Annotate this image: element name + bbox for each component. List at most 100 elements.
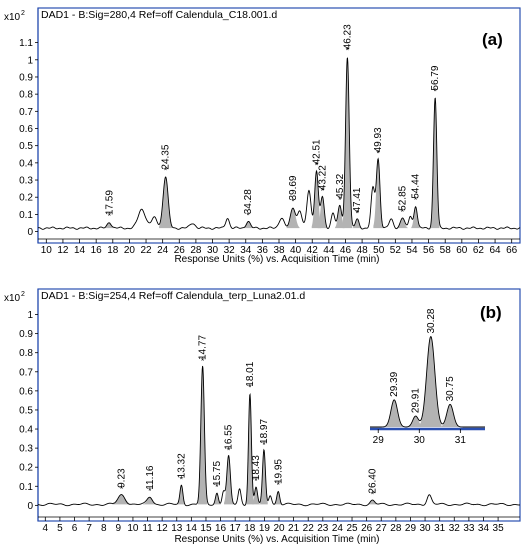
x-tick-label: 52 — [390, 245, 402, 256]
y-tick-label: 0.4 — [19, 425, 33, 436]
peak-marker: * — [254, 476, 258, 486]
peak-marker: * — [338, 195, 342, 205]
panel-a-title: DAD1 - B:Sig=280,4 Ref=off Calendula_C18… — [41, 9, 277, 21]
x-tick-label: 58 — [440, 245, 452, 256]
peak-marker: * — [321, 186, 325, 196]
inset-trace — [370, 336, 485, 428]
peak-area — [260, 450, 268, 505]
peak-marker: * — [227, 446, 231, 456]
y-tick-label: 0.5 — [19, 141, 33, 152]
x-tick-label: 14 — [186, 523, 198, 534]
panel-b-title: DAD1 - B:Sig=254,4 Ref=off Calendula_ter… — [41, 290, 305, 302]
x-tick-label: 25 — [346, 523, 358, 534]
peak-marker: * — [355, 209, 359, 219]
x-tick-label: 35 — [493, 523, 505, 534]
x-tick-label: 64 — [490, 245, 502, 256]
panel-a-plot: 0 0.1 0.2 0.3 0.4 0.5 0.6 0.7 0.8 0.9 1 1.1 10 12 14 16… — [19, 7, 521, 256]
peak-label: 42.51 — [311, 139, 322, 164]
x-tick-label: 16 — [91, 245, 103, 256]
x-tick-label: 5 — [57, 523, 63, 534]
peak-label: 56.79 — [430, 65, 441, 90]
peak-marker: * — [201, 356, 205, 366]
panel-a-x-axis-label: Response Units (%) vs. Acquisition Time … — [174, 254, 379, 265]
x-tick-label: 32 — [224, 245, 236, 256]
x-tick-label: 50 — [373, 245, 385, 256]
x-tick-label: 11 — [142, 523, 153, 534]
inset-peak-area — [441, 404, 459, 427]
y-tick-label: 0.3 — [19, 444, 33, 455]
x-tick-label: 16 — [215, 523, 227, 534]
inset-peak-label: 29.39 — [389, 371, 400, 396]
x-tick-label: 30 — [419, 523, 431, 534]
y-tick-label: 0.9 — [19, 329, 33, 340]
y-tick-label: 0.1 — [19, 210, 33, 221]
y-tick-label: 0.9 — [19, 72, 33, 83]
x-tick-label: 10 — [127, 523, 139, 534]
peak-label: 26.40 — [367, 468, 378, 493]
x-tick-label: 32 — [449, 523, 461, 534]
peak-marker: * — [215, 482, 219, 492]
y-tick-label: 0.2 — [19, 193, 33, 204]
peak-marker: * — [371, 490, 375, 500]
y-tick-label: 1 — [27, 55, 33, 66]
inset-peak-area — [420, 336, 442, 427]
x-tick-label: 38 — [273, 245, 285, 256]
x-tick-label: 23 — [317, 523, 329, 534]
peak-area — [159, 176, 173, 229]
inset-x-tick-label: 29 — [373, 435, 385, 446]
y-tick-label: 0.8 — [19, 348, 33, 359]
panel-b-plot: 00.10.20.30.40.50.60.70.80.914 5 6 7 8 9 10 11 1… — [19, 288, 521, 534]
x-tick-label: 12 — [57, 245, 69, 256]
peak-marker: * — [262, 440, 266, 450]
panel-a-y-multiplier: x10 — [4, 12, 21, 23]
x-tick-label: 33 — [463, 523, 475, 534]
peak-marker: * — [164, 166, 168, 176]
peak-area — [342, 56, 353, 229]
peak-area — [224, 456, 234, 505]
x-tick-label: 18 — [107, 245, 119, 256]
peak-label: 18.01 — [245, 361, 256, 386]
peak-label: 49.93 — [373, 127, 384, 152]
x-tick-label: 56 — [423, 245, 435, 256]
peak-label: 24.35 — [161, 144, 172, 169]
peak-label: 14.77 — [198, 335, 209, 360]
x-tick-label: 34 — [240, 245, 252, 256]
peak-label: 16.55 — [224, 424, 235, 449]
peak-marker: * — [315, 160, 319, 170]
y-tick-label: 0.5 — [19, 405, 33, 416]
peak-marker: * — [248, 383, 252, 393]
y-tick-label: 0.7 — [19, 367, 33, 378]
peak-area — [198, 367, 208, 505]
signal-trace — [37, 57, 521, 230]
signal-trace — [37, 365, 521, 507]
peak-label: 19.95 — [273, 459, 284, 484]
panel-a-y-multiplier-exp: 2 — [21, 10, 25, 17]
x-tick-label: 13 — [171, 523, 183, 534]
peak-area — [352, 219, 362, 229]
x-tick-label: 24 — [332, 523, 344, 534]
peak-area — [335, 205, 345, 229]
x-tick-label: 27 — [376, 523, 388, 534]
peak-marker: * — [120, 484, 124, 494]
x-tick-label: 28 — [390, 523, 402, 534]
x-tick-label: 10 — [41, 245, 53, 256]
peak-area — [411, 205, 420, 229]
panel-a: x10 2 DAD1 - B:Sig=280,4 Ref=off Calendu… — [4, 7, 521, 265]
x-tick-label: 12 — [157, 523, 169, 534]
peak-label: 43.22 — [317, 165, 328, 190]
panel-b-x-axis-label: Response Units (%) vs. Acquisition Time … — [174, 534, 379, 545]
x-tick-label: 20 — [273, 523, 285, 534]
peak-area — [286, 207, 300, 229]
x-tick-label: 62 — [473, 245, 485, 256]
inset-chromatogram: 29 30 31 29.39 29.91 30.28 30.75 — [370, 308, 485, 446]
x-tick-label: 60 — [456, 245, 468, 256]
peak-label: 9.23 — [117, 468, 128, 488]
panel-b: x10 2 DAD1 - B:Sig=254,4 Ref=off Calendu… — [4, 288, 521, 545]
peak-label: 11.16 — [145, 465, 156, 490]
panel-a-label: (a) — [482, 30, 503, 49]
inset-peak-area — [408, 416, 424, 427]
panel-b-label: (b) — [480, 303, 502, 322]
x-tick-label: 42 — [307, 245, 319, 256]
peak-label: 18.97 — [259, 419, 270, 444]
